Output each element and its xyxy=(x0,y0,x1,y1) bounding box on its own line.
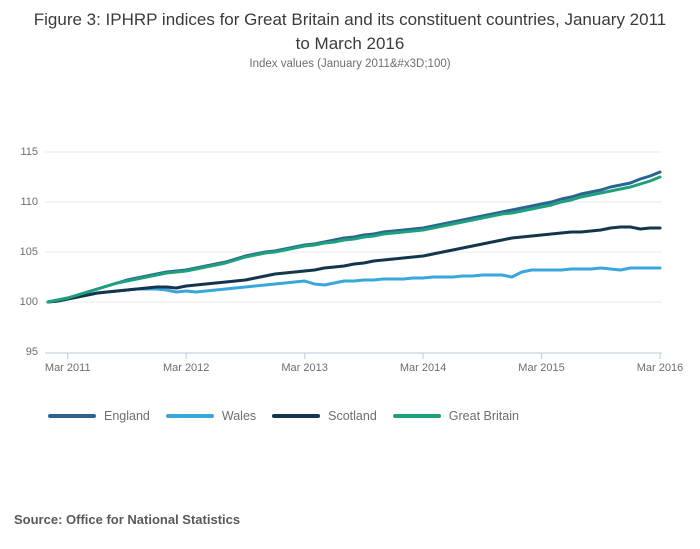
x-axis-label: Mar 2011 xyxy=(44,362,91,374)
legend-swatch-wales xyxy=(165,414,214,418)
x-axis-label: Mar 2015 xyxy=(518,362,565,374)
source-attribution: Source: Office for National Statistics xyxy=(14,512,241,527)
legend-item-wales[interactable]: Wales xyxy=(165,409,257,423)
y-axis-label: 105 xyxy=(19,246,38,258)
y-axis-label: 95 xyxy=(25,346,38,358)
series-line-great-britain xyxy=(46,175,662,304)
legend-swatch-scotland xyxy=(272,414,321,418)
legend-label: Scotland xyxy=(328,409,377,423)
x-axis-label: Mar 2013 xyxy=(281,362,328,374)
chart-subtitle: Index values (January 2011&#x3D;100) xyxy=(249,58,451,70)
y-axis-label: 110 xyxy=(20,196,38,208)
legend-swatch-great-britain xyxy=(392,414,441,418)
legend-label: Wales xyxy=(221,409,257,423)
legend-item-scotland[interactable]: Scotland xyxy=(272,409,377,423)
legend-label: Great Britain xyxy=(448,409,519,423)
series-line-scotland xyxy=(46,225,662,304)
x-axis-label: Mar 2014 xyxy=(399,362,447,374)
legend-swatch-england xyxy=(48,414,96,418)
legend-item-great-britain[interactable]: Great Britain xyxy=(392,409,519,423)
y-axis-label: 100 xyxy=(19,296,38,308)
y-axis-label: 115 xyxy=(20,146,38,158)
chart-legend: England Wales Scotland Great Britain xyxy=(48,409,519,423)
legend-label: England xyxy=(104,409,150,423)
x-axis-label: Mar 2016 xyxy=(636,362,684,374)
x-axis-label: Mar 2012 xyxy=(162,362,210,374)
series-line-wales xyxy=(46,266,662,304)
chart-title: Figure 3: IPHRP indices for Great Britai… xyxy=(33,10,667,53)
legend-item-england[interactable]: England xyxy=(48,409,150,423)
